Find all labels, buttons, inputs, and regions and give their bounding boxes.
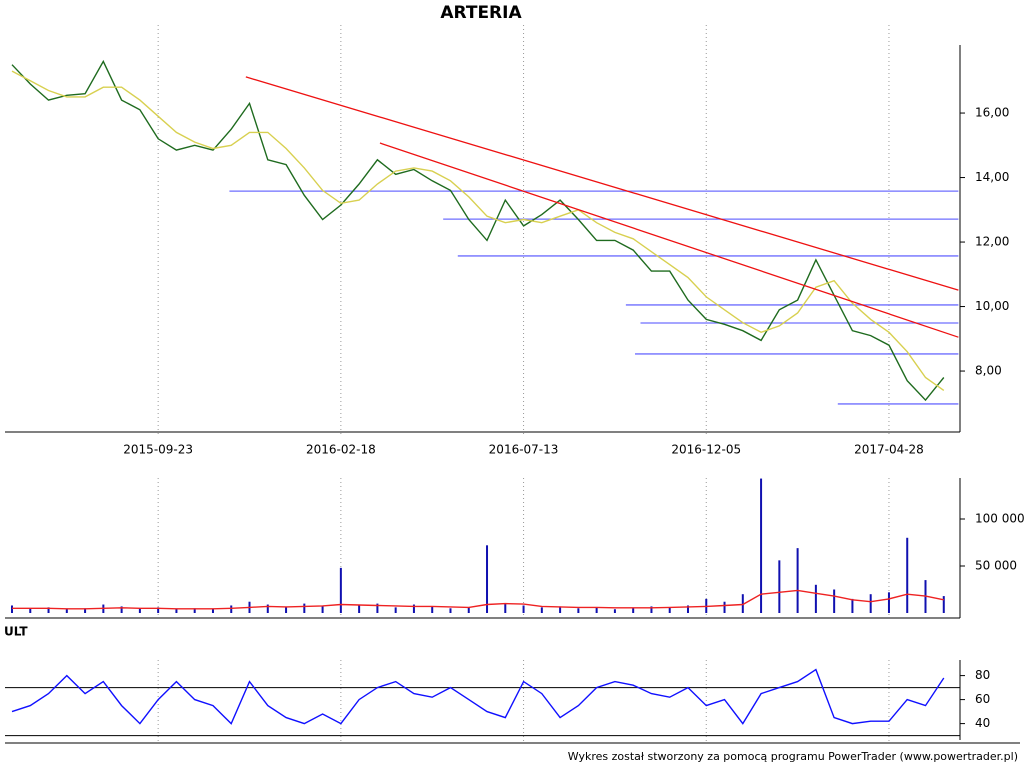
volume-bar bbox=[157, 607, 160, 613]
y-tick-label: 12,00 bbox=[975, 235, 1009, 249]
volume-bar bbox=[394, 607, 397, 613]
y-tick-label: 100 000 bbox=[975, 511, 1024, 525]
volume-bar bbox=[65, 609, 68, 613]
volume-bar bbox=[887, 592, 890, 613]
volume-bar bbox=[833, 589, 836, 613]
volume-bar bbox=[632, 608, 635, 613]
volume-bar bbox=[668, 607, 671, 613]
y-tick-label: 16,00 bbox=[975, 106, 1009, 120]
volume-bar bbox=[358, 605, 361, 613]
volume-bar bbox=[650, 606, 653, 613]
volume-bar bbox=[467, 607, 470, 613]
y-tick-label: 50 000 bbox=[975, 558, 1017, 572]
x-tick-label: 2016-02-18 bbox=[306, 443, 376, 457]
volume-bar bbox=[376, 603, 379, 613]
volume-bar bbox=[193, 608, 196, 613]
volume-bar bbox=[11, 605, 13, 613]
volume-bar bbox=[175, 609, 178, 613]
volume-bar bbox=[412, 604, 415, 613]
x-tick-label: 2016-07-13 bbox=[489, 443, 559, 457]
volume-bar bbox=[540, 607, 543, 613]
panel-title: ULT bbox=[4, 625, 28, 639]
y-tick-label: 8,00 bbox=[975, 364, 1002, 378]
volume-bar bbox=[723, 601, 726, 613]
volume-bar bbox=[266, 604, 269, 613]
series-line bbox=[11, 59, 945, 402]
volume-bar bbox=[595, 607, 598, 613]
volume-bar bbox=[29, 608, 32, 613]
series-line bbox=[11, 70, 945, 391]
volume-bar bbox=[431, 606, 434, 613]
volume-bar bbox=[577, 608, 580, 613]
volume-bar bbox=[230, 605, 233, 613]
volume-bar bbox=[120, 606, 123, 613]
x-tick-label: 2017-04-28 bbox=[854, 443, 924, 457]
volume-bar bbox=[321, 606, 324, 613]
volume-bar bbox=[796, 548, 799, 613]
volume-bar bbox=[449, 608, 452, 613]
y-tick-label: 14,00 bbox=[975, 170, 1009, 184]
volume-bar bbox=[522, 605, 525, 613]
trend-line bbox=[379, 142, 959, 338]
volume-bar bbox=[285, 607, 288, 613]
volume-bar bbox=[504, 603, 507, 613]
volume-bar bbox=[869, 594, 872, 613]
volume-bar bbox=[211, 609, 214, 613]
volume-bar bbox=[559, 606, 562, 613]
volume-bar bbox=[741, 594, 744, 613]
volume-bar bbox=[303, 603, 306, 613]
volume-bar bbox=[814, 584, 817, 613]
chart-title: ARTERIA bbox=[440, 3, 522, 23]
y-tick-label: 10,00 bbox=[975, 299, 1009, 313]
volume-bar bbox=[942, 596, 945, 613]
volume-bar bbox=[851, 598, 854, 613]
volume-bar bbox=[778, 560, 781, 613]
y-tick-label: 40 bbox=[975, 716, 990, 730]
x-tick-label: 2016-12-05 bbox=[671, 443, 741, 457]
volume-bar bbox=[84, 608, 87, 613]
volume-bar bbox=[906, 537, 909, 613]
x-tick-label: 2015-09-23 bbox=[123, 443, 193, 457]
trend-line bbox=[245, 76, 959, 291]
footer: Wykres został stworzony za pomocą progra… bbox=[568, 750, 1018, 763]
volume-bar bbox=[47, 607, 50, 613]
volume-bar bbox=[613, 609, 616, 613]
volume-bar bbox=[686, 605, 689, 613]
y-tick-label: 60 bbox=[975, 692, 990, 706]
series-line bbox=[12, 589, 944, 610]
y-tick-label: 80 bbox=[975, 668, 990, 682]
volume-bar bbox=[486, 545, 489, 613]
volume-bar bbox=[339, 567, 342, 613]
volume-bar bbox=[760, 478, 763, 613]
series-line bbox=[11, 668, 945, 725]
volume-bar bbox=[138, 608, 141, 613]
